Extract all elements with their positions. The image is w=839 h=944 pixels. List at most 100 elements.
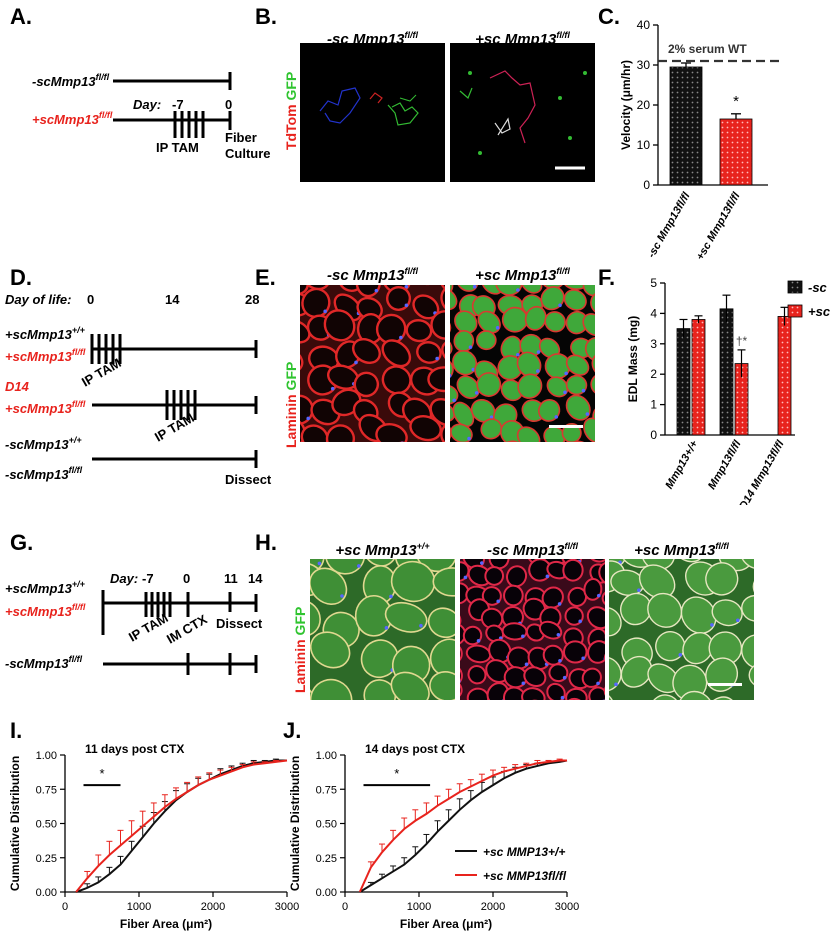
nucleus — [581, 388, 586, 393]
b-image-right — [450, 43, 595, 182]
x-tick-label: -sc Mmp13fl/fl — [646, 190, 694, 260]
fiber-cell — [705, 562, 739, 596]
fiber-cell — [323, 309, 356, 342]
fiber-cell — [741, 634, 754, 670]
significance-annot: †* — [736, 334, 748, 348]
legend-label-neg: -sc — [808, 280, 828, 295]
fiber-cell — [450, 335, 453, 358]
fiber-cell — [355, 285, 382, 298]
fiber-cell — [301, 287, 331, 319]
y-tick-label: 5 — [650, 276, 657, 290]
nucleus — [472, 285, 477, 289]
d-day28: 28 — [245, 292, 259, 307]
fiber-cell — [741, 594, 754, 622]
fiber-cell — [441, 339, 445, 367]
panel-label-h: H. — [255, 530, 277, 555]
y-tick-label: 2 — [650, 367, 657, 381]
nucleus — [496, 599, 501, 604]
fiber-cell — [450, 401, 456, 423]
h-stain-label: Laminin GFP — [292, 606, 308, 693]
y-axis-label: Cumulative Distribution — [288, 756, 302, 891]
fiber-cell — [582, 285, 595, 297]
fiber-cell — [385, 285, 412, 311]
nucleus — [460, 679, 461, 683]
y-tick-label: 0.00 — [316, 887, 337, 899]
nucleus — [435, 356, 439, 361]
x-tick-label: 0 — [62, 901, 68, 913]
nucleus — [585, 412, 590, 416]
x-axis-label: Fiber Area (μm²) — [120, 917, 212, 931]
a-culture-2: Culture — [225, 146, 271, 161]
a-day-prefix: Day: — [133, 97, 161, 112]
y-tick-label: 0 — [643, 178, 650, 192]
nucleus — [306, 416, 311, 421]
fiber-cell — [565, 354, 590, 376]
nucleus — [357, 564, 361, 568]
fiber-cell — [521, 687, 546, 700]
fiber-cell — [481, 586, 502, 606]
fiber-cell — [477, 310, 501, 334]
fiber-cell — [680, 596, 717, 634]
a-tam-ticks — [173, 111, 205, 138]
micrograph-texture — [460, 559, 605, 700]
a-pos-group: +scMmp13fl/fl — [32, 110, 113, 127]
nucleus — [317, 561, 322, 566]
e-left-title: -sc Mmp13fl/fl — [326, 266, 419, 284]
nucleus — [450, 374, 452, 378]
fiber-cell — [300, 285, 331, 291]
g-dissect: Dissect — [216, 616, 263, 631]
nucleus — [389, 594, 393, 599]
fiber-cell — [682, 631, 714, 665]
y-tick-label: 4 — [650, 306, 657, 320]
fiber-cell — [456, 375, 480, 399]
fiber-cell — [300, 424, 329, 442]
nucleus — [489, 415, 494, 419]
g-tam-ticks — [144, 592, 258, 617]
nucleus — [637, 588, 641, 592]
fiber-cell — [562, 559, 584, 582]
fiber-cell — [300, 285, 309, 296]
fiber-cell — [548, 663, 569, 683]
fiber-cell — [673, 559, 705, 563]
nucleus — [545, 574, 550, 579]
nucleus — [516, 288, 520, 292]
series-line — [75, 759, 287, 893]
fiber-cell — [427, 366, 445, 393]
fiber-cell — [678, 690, 714, 700]
fiber-cell — [405, 319, 433, 343]
fiber-cell — [620, 655, 653, 688]
significance-star: * — [99, 766, 104, 781]
fiber-cell — [310, 599, 321, 637]
bar — [669, 66, 703, 186]
legend-swatch-pos — [787, 304, 803, 318]
legend-label-ko: +sc MMP13fl/fl — [483, 869, 567, 883]
d-dissect: Dissect — [225, 472, 272, 487]
y-tick-label: 0.50 — [316, 819, 337, 831]
a-day-neg7: -7 — [172, 97, 184, 112]
x-tick-label: Mmp13fl/fl — [706, 438, 744, 492]
y-tick-label: 1.00 — [316, 750, 337, 762]
nucleus — [419, 623, 423, 628]
nucleus — [735, 618, 740, 623]
nucleus — [554, 415, 559, 419]
e-right-title: +sc Mmp13fl/fl — [475, 266, 570, 284]
fiber-cell — [543, 426, 566, 442]
nucleus — [614, 682, 618, 687]
fiber-cell — [705, 657, 739, 692]
fiber-cell — [384, 601, 428, 633]
fiber-cell — [440, 420, 445, 442]
fiber-cell — [390, 671, 430, 700]
nucleus — [521, 634, 525, 639]
e-image-right — [450, 285, 595, 442]
nucleus — [678, 653, 683, 657]
d-g2b: +scMmp13fl/fl — [5, 399, 86, 416]
nucleus — [521, 681, 526, 686]
y-tick-label: 10 — [637, 138, 651, 152]
fiber-cell — [564, 606, 584, 626]
fiber-cell — [310, 567, 348, 605]
y-tick-label: 40 — [637, 18, 651, 32]
nucleus — [524, 662, 529, 667]
fiber-cell — [609, 559, 626, 569]
nucleus — [536, 369, 540, 373]
fiber-cell — [337, 285, 365, 293]
